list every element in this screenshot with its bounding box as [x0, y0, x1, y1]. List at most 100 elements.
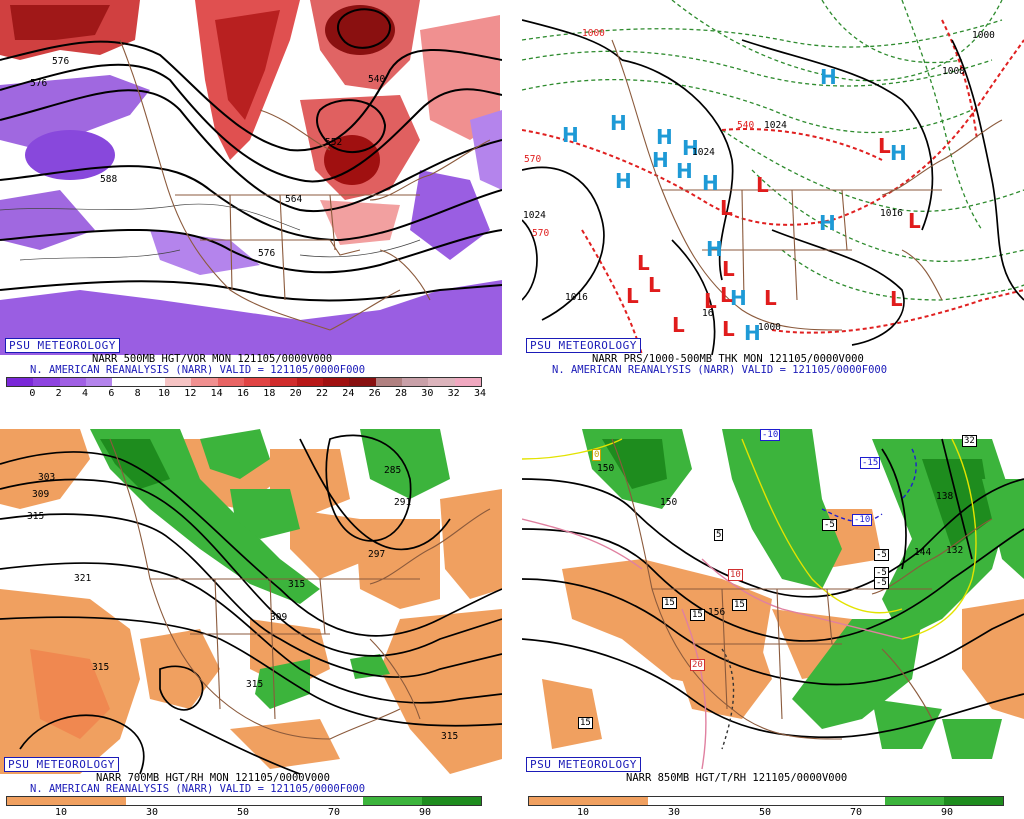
svg-text:1016: 1016: [565, 292, 588, 303]
svg-text:315: 315: [441, 731, 458, 742]
temperature-label: 15: [578, 717, 593, 729]
colorbar-swatch: [349, 378, 376, 386]
svg-text:1000: 1000: [972, 30, 995, 41]
colorbar-swatch: [244, 797, 304, 805]
temperature-label: 15: [732, 599, 747, 611]
colorbar-tick-label: 50: [758, 807, 772, 818]
svg-text:576: 576: [52, 56, 69, 67]
colorbar-ticks: 10 30 50 70 90: [528, 807, 1002, 819]
colorbar-tick-label: 70: [849, 807, 863, 818]
low-pressure-symbol: L: [890, 287, 903, 311]
svg-text:1024: 1024: [764, 120, 787, 131]
svg-text:540: 540: [368, 74, 385, 85]
colorbar-swatch: [7, 797, 67, 805]
svg-text:315: 315: [92, 662, 109, 673]
map-title: NARR PRS/1000-500MB THK MON 121105/0000V…: [592, 353, 864, 365]
colorbar-swatch: [401, 378, 429, 386]
high-pressure-symbol: H: [652, 148, 669, 172]
high-pressure-symbol: H: [890, 141, 907, 165]
temperature-label: 15: [662, 597, 677, 609]
colorbar-swatch: [85, 378, 113, 386]
colorbar-swatch: [138, 378, 165, 386]
map-title: NARR 850MB HGT/T/RH 121105/0000V000: [626, 772, 848, 784]
temperature-label: 15: [690, 609, 705, 621]
colorbar-swatch: [243, 378, 271, 386]
colorbar-tick-label: 30: [145, 807, 159, 818]
colorbar-tick-label: 34: [473, 388, 487, 399]
colorbar-swatch: [184, 797, 244, 805]
temperature-label: -5: [822, 519, 837, 531]
colorbar: [6, 377, 482, 387]
colorbar-tick-label: 32: [447, 388, 460, 399]
svg-text:1008: 1008: [942, 66, 965, 77]
map-500mb: 576 576 588 564 552 540 576: [0, 0, 502, 355]
svg-text:1016: 1016: [880, 208, 903, 219]
colorbar-swatch: [943, 797, 1003, 805]
height-contour-label: 132: [946, 545, 964, 556]
high-pressure-symbol: H: [706, 237, 723, 261]
panel-500mb-vorticity: 576 576 588 564 552 540 576 PSU METEOROL…: [0, 0, 502, 400]
temperature-label: -10: [852, 514, 873, 526]
colorbar-tick-label: 10: [576, 807, 590, 818]
map-subtitle: N. AMERICAN REANALYSIS (NARR) VALID = 12…: [30, 364, 366, 376]
colorbar-ticks: 0 2 4 6 8 10 12 14 16 18 20 22 24 26 28 30 32 34: [6, 388, 486, 400]
svg-text:1000: 1000: [582, 28, 605, 39]
colorbar-swatch: [362, 797, 422, 805]
colorbar-tick-label: 30: [421, 388, 434, 399]
high-pressure-symbol: H: [819, 211, 836, 235]
colorbar-swatch: [59, 378, 86, 386]
colorbar-swatch: [270, 378, 297, 386]
svg-text:321: 321: [74, 573, 91, 584]
svg-text:588: 588: [100, 174, 117, 185]
low-pressure-symbol: L: [672, 313, 685, 337]
map-850mb: [522, 429, 1024, 774]
temperature-label: 32: [962, 435, 977, 447]
low-pressure-symbol: L: [648, 273, 661, 297]
height-contour-label: 138: [936, 491, 954, 502]
colorbar-tick-label: 12: [184, 388, 197, 399]
high-pressure-symbol: H: [562, 123, 579, 147]
colorbar-tick-label: 20: [289, 388, 302, 399]
high-pressure-symbol: H: [615, 169, 632, 193]
colorbar-swatch: [588, 797, 648, 805]
low-pressure-symbol: L: [626, 284, 639, 308]
colorbar-swatch: [33, 378, 60, 386]
colorbar-tick-label: 18: [263, 388, 276, 399]
high-pressure-symbol: H: [744, 321, 761, 345]
height-contour-label: 150: [660, 497, 678, 508]
colorbar-tick-label: 50: [236, 807, 250, 818]
colorbar-swatch: [647, 797, 707, 805]
svg-text:564: 564: [285, 194, 302, 205]
colorbar: [528, 796, 1004, 806]
colorbar-tick-label: 90: [940, 807, 954, 818]
map-subtitle: N. AMERICAN REANALYSIS (NARR) VALID = 12…: [552, 364, 888, 376]
psu-meteorology-badge: PSU METEOROLOGY: [526, 757, 641, 772]
svg-text:285: 285: [384, 465, 401, 476]
colorbar-tick-label: 90: [418, 807, 432, 818]
colorbar-swatch: [164, 378, 192, 386]
map-subtitle: N. AMERICAN REANALYSIS (NARR) VALID = 12…: [30, 783, 366, 795]
low-pressure-symbol: L: [878, 134, 891, 158]
colorbar-swatch: [125, 797, 185, 805]
colorbar-swatch: [825, 797, 885, 805]
high-pressure-symbol: H: [676, 159, 693, 183]
colorbar-tick-label: 26: [368, 388, 381, 399]
colorbar-swatch: [454, 378, 481, 386]
svg-text:309: 309: [270, 612, 287, 623]
psu-meteorology-badge: PSU METEOROLOGY: [5, 338, 120, 353]
colorbar-tick-label: 10: [157, 388, 171, 399]
svg-text:570: 570: [532, 228, 549, 239]
svg-text:315: 315: [288, 579, 305, 590]
high-pressure-symbol: H: [610, 111, 627, 135]
colorbar-tick-label: 70: [327, 807, 341, 818]
temperature-label: -15: [860, 457, 881, 469]
map-title: NARR 700MB HGT/RH MON 121105/0000V000: [96, 772, 330, 784]
svg-text:540: 540: [737, 120, 754, 131]
panel-700mb-rh: 303 309 315 321 315 309 315 315 297 291 …: [0, 419, 502, 819]
temperature-label: -10: [760, 429, 781, 441]
colorbar: [6, 796, 482, 806]
svg-text:552: 552: [325, 137, 342, 148]
svg-text:303: 303: [38, 472, 55, 483]
colorbar-tick-label: 14: [210, 388, 223, 399]
svg-text:1024: 1024: [523, 210, 546, 221]
